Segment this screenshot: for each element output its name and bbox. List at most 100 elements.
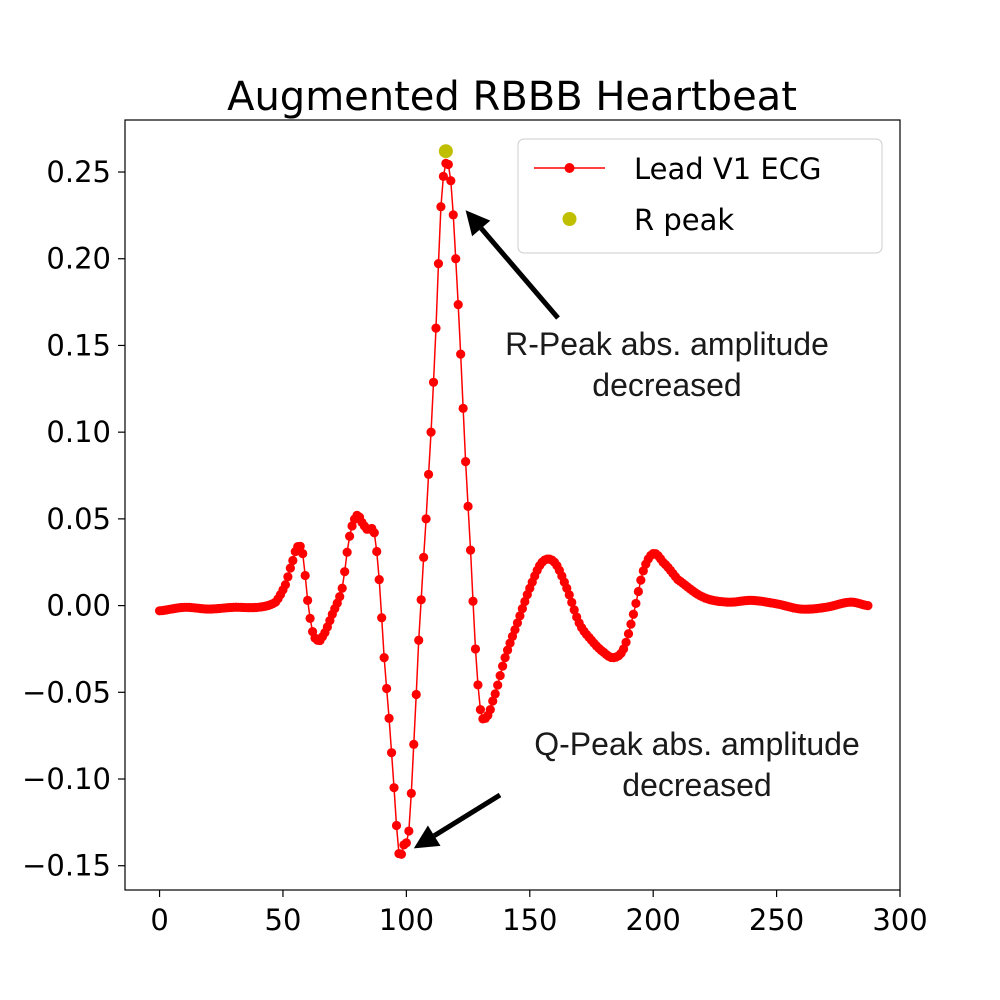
- ecg-point: [379, 653, 389, 663]
- y-tick-label: 0.05: [46, 502, 111, 536]
- ecg-point: [443, 159, 453, 170]
- ecg-point: [515, 611, 525, 621]
- ecg-point: [517, 604, 527, 614]
- ecg-point: [433, 259, 444, 269]
- ecg-point: [288, 555, 298, 566]
- ecg-point: [419, 552, 429, 563]
- x-tick-label: 250: [749, 903, 804, 937]
- x-tick-label: 50: [265, 903, 302, 937]
- ecg-point: [342, 547, 352, 557]
- x-tick-label: 200: [626, 903, 681, 937]
- legend-line-marker: [564, 163, 575, 173]
- y-tick-label: 0.25: [46, 155, 111, 189]
- ecg-point: [633, 586, 643, 597]
- x-axis: 0 50 100 150 200 250 300: [150, 890, 928, 937]
- ecg-point: [280, 580, 291, 590]
- ecg-point: [495, 670, 505, 681]
- annotation-text: Q-Peak abs. amplitude: [534, 726, 860, 762]
- ecg-point: [283, 572, 293, 582]
- legend-label-rpeak: R peak: [634, 203, 734, 237]
- annotation-text: decreased: [592, 367, 741, 403]
- x-tick-label: 0: [150, 903, 168, 937]
- ecg-point: [458, 403, 468, 413]
- y-axis: −0.15 −0.10 −0.05 0.00 0.05 0.10 0.15 0.20 0.25: [22, 155, 125, 883]
- ecg-point: [374, 574, 384, 585]
- series-r-peak: [438, 144, 453, 159]
- ecg-point: [414, 635, 424, 645]
- y-tick-label: 0.00: [46, 589, 111, 623]
- ecg-point: [564, 590, 574, 600]
- series-layer: [154, 144, 873, 859]
- ecg-point: [500, 653, 510, 663]
- annotation-arrow: [432, 792, 502, 838]
- ecg-point: [502, 645, 513, 655]
- ecg-point: [498, 661, 508, 671]
- ecg-point: [305, 613, 315, 623]
- ecg-point: [386, 748, 397, 758]
- ecg-point: [337, 583, 347, 593]
- legend-label-ecg: Lead V1 ECG: [634, 152, 821, 186]
- ecg-point: [490, 689, 500, 699]
- annotation-r-peak: R-Peak abs. amplitude decreased: [465, 210, 829, 403]
- ecg-point: [863, 600, 873, 611]
- chart-title: Augmented RBBB Heartbeat: [227, 74, 797, 120]
- ecg-point: [423, 469, 434, 480]
- ecg-point: [391, 820, 402, 831]
- annotation-arrowhead: [413, 825, 441, 849]
- ecg-point: [485, 705, 495, 715]
- ecg-point: [345, 531, 355, 541]
- ecg-point: [446, 176, 456, 186]
- ecg-point: [396, 849, 407, 859]
- ecg-point: [382, 683, 392, 694]
- ecg-point: [456, 349, 466, 359]
- ecg-point: [389, 783, 399, 793]
- annotation-arrow: [479, 226, 560, 320]
- ecg-point: [626, 619, 636, 629]
- ecg-point: [636, 575, 646, 585]
- ecg-point: [631, 598, 641, 609]
- ecg-point: [463, 501, 473, 512]
- annotation-text: R-Peak abs. amplitude: [505, 326, 829, 362]
- ecg-point: [461, 457, 471, 467]
- ecg-point: [475, 705, 486, 715]
- ecg-point: [300, 570, 310, 581]
- ecg-point: [384, 713, 394, 723]
- ecg-point: [628, 609, 639, 619]
- ecg-point: [436, 202, 446, 212]
- ecg-point: [448, 210, 458, 220]
- ecg-point: [470, 644, 481, 654]
- ecg-point: [473, 680, 483, 690]
- annotation-text: decreased: [622, 767, 771, 803]
- legend-box: [517, 138, 883, 254]
- plot-frame: [124, 119, 901, 891]
- ecg-point: [285, 563, 295, 573]
- y-tick-label: −0.10: [22, 762, 111, 796]
- ecg-point: [453, 299, 463, 310]
- x-tick-label: 100: [379, 903, 434, 937]
- y-tick-label: 0.10: [46, 415, 111, 449]
- ecg-point: [623, 629, 634, 639]
- ecg-point: [567, 597, 577, 607]
- ecg-point: [569, 605, 579, 615]
- ecg-point: [406, 788, 416, 798]
- ecg-point: [303, 595, 313, 605]
- ecg-point: [451, 254, 461, 264]
- ecg-point: [340, 567, 350, 577]
- ecg-point: [411, 689, 421, 700]
- x-tick-label: 150: [502, 903, 557, 937]
- legend: Lead V1 ECG R peak: [517, 138, 883, 254]
- ecg-point: [372, 546, 382, 557]
- series-lead-v1-ecg: [154, 158, 873, 859]
- y-tick-label: 0.20: [46, 242, 111, 276]
- annotation-layer: R-Peak abs. amplitude decreased Q-Peak abs…: [413, 210, 860, 849]
- ecg-point: [295, 541, 305, 551]
- y-tick-label: −0.15: [22, 849, 111, 883]
- r-peak-point: [438, 144, 453, 159]
- ecg-point: [409, 739, 419, 749]
- ecg-point: [426, 427, 436, 437]
- ecg-point: [468, 596, 478, 606]
- ecg-point: [465, 545, 476, 555]
- ecg-point: [401, 838, 411, 848]
- ecg-point: [404, 826, 414, 836]
